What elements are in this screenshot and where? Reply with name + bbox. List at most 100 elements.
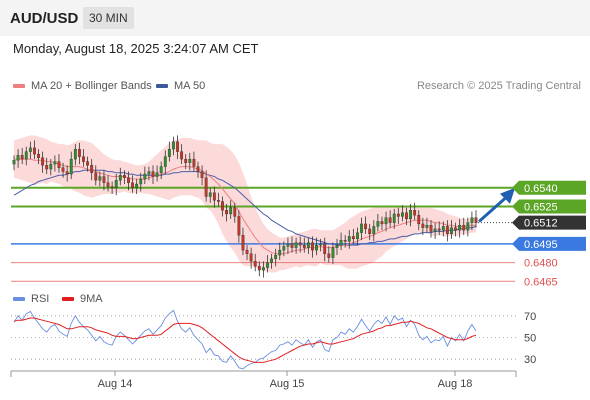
candle (437, 221, 441, 236)
candle-body (131, 182, 134, 188)
candle-body (257, 266, 261, 271)
candle (53, 155, 57, 172)
candle-body (425, 225, 429, 228)
candle (196, 161, 200, 178)
candle-body (441, 226, 445, 231)
candle-body (323, 243, 327, 254)
candle-body (241, 234, 245, 251)
candle (319, 238, 323, 252)
candle-body (380, 221, 384, 225)
candle (364, 216, 368, 234)
candle-body (49, 163, 53, 170)
bollinger-band-area (14, 135, 476, 273)
candle (65, 165, 69, 182)
candle-body (396, 213, 400, 217)
candle-body (245, 249, 249, 254)
candle-body (298, 242, 302, 246)
candle (28, 141, 32, 160)
candle (388, 210, 392, 228)
candle (290, 236, 294, 253)
candle-body (143, 173, 147, 180)
candle-body (327, 253, 331, 258)
candle-body (339, 239, 343, 246)
candle (458, 218, 462, 238)
candle-body (384, 217, 388, 225)
forecast-arrow-shaft (478, 194, 510, 223)
candle-body (217, 200, 220, 202)
timeframe-button[interactable]: 30 MIN (83, 7, 134, 29)
candle-body (311, 242, 314, 251)
price-tag-0.6525: 0.6525 (512, 199, 586, 214)
candle (114, 174, 118, 196)
candle (335, 238, 339, 256)
price-tag-label: 0.6540 (524, 183, 558, 195)
candle-body (65, 171, 69, 175)
candle (274, 248, 278, 267)
candle-body (184, 158, 188, 163)
candle (372, 220, 376, 242)
price-tag-label: 0.6465 (524, 276, 558, 288)
candle (69, 151, 73, 180)
rsi-tick-label-30: 30 (524, 354, 536, 366)
candle-body (249, 253, 253, 262)
candle (245, 245, 249, 261)
candle (417, 210, 421, 231)
candle (147, 166, 151, 181)
candle (122, 170, 126, 185)
candle-body (192, 158, 196, 167)
candle (405, 207, 408, 226)
candle-body (261, 267, 265, 271)
candle (441, 221, 445, 237)
candle-body (73, 148, 77, 160)
candle-body (445, 226, 449, 235)
candle (204, 170, 208, 202)
candle-body (470, 217, 474, 223)
candle (94, 165, 98, 186)
candle-body (282, 246, 286, 251)
candle (401, 205, 404, 222)
candle (143, 166, 147, 185)
candle (356, 227, 359, 246)
price-tag-0.6495: 0.6495 (512, 236, 586, 251)
candle (37, 149, 40, 165)
rsi-tick-label-50: 50 (524, 333, 536, 345)
candle (421, 217, 425, 236)
candle-body (253, 261, 257, 267)
candle-body (155, 172, 159, 177)
candle (241, 227, 245, 256)
candle-body (421, 223, 425, 228)
candle (266, 255, 269, 273)
price-tag-0.6512: 0.6512 (512, 215, 586, 230)
x-tick-label: Aug 18 (438, 378, 473, 390)
candle (61, 162, 65, 178)
candle-body (229, 207, 233, 215)
price-tag-label: 0.6512 (524, 218, 558, 230)
candle-body (200, 171, 204, 178)
candle-body (343, 239, 347, 242)
price-tag-bg (512, 180, 586, 195)
candle (311, 236, 314, 258)
candle (212, 186, 216, 208)
candle (16, 149, 20, 168)
candle-body (24, 151, 28, 160)
candle (315, 237, 318, 256)
candle (151, 165, 155, 185)
candle (106, 175, 110, 192)
candle-body (176, 141, 179, 152)
candle-body (372, 226, 376, 235)
candle (90, 159, 94, 181)
candle (208, 187, 212, 203)
candle (392, 208, 396, 229)
price-tag-0.6465: 0.6465 (524, 276, 558, 288)
rsi-ma-line (13, 317, 477, 363)
price-tag-label: 0.6495 (524, 239, 558, 251)
candle-body (16, 155, 20, 161)
candle-body (188, 158, 192, 163)
candle-body (69, 158, 73, 175)
candle-body (163, 156, 167, 167)
candle (376, 213, 380, 232)
candle-body (147, 171, 151, 175)
candle (384, 211, 388, 232)
x-tick-label: Aug 15 (270, 378, 305, 390)
